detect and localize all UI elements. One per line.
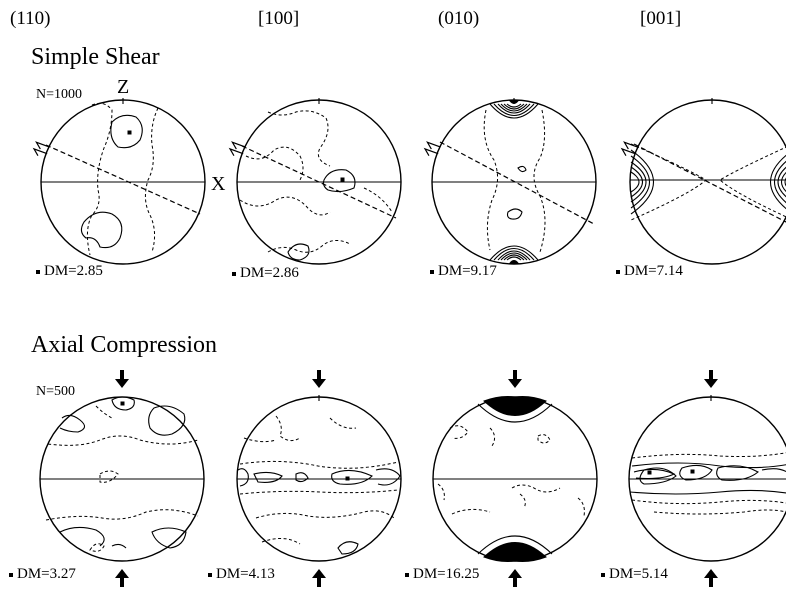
pole-figure-shear-100 <box>227 98 402 265</box>
row-title-axial-compression: Axial Compression <box>31 332 217 358</box>
dm-value: DM=4.13 <box>216 566 275 582</box>
dm-value: DM=7.14 <box>624 263 683 279</box>
pole-figure-compression-110 <box>39 396 205 562</box>
sample-count-label: N=500 <box>36 384 75 399</box>
column-header-100: [100] <box>258 8 299 29</box>
arrow-down-icon <box>115 370 129 388</box>
dm-value: DM=16.25 <box>413 566 479 582</box>
arrow-up-icon <box>115 569 129 587</box>
dm-label-compression-010: DM=16.25 <box>405 566 479 582</box>
dm-value: DM=2.86 <box>240 265 299 281</box>
arrow-down-icon <box>704 370 718 388</box>
pole-figure-shear-110 <box>31 98 206 265</box>
pole-figure-compression-100 <box>236 395 402 562</box>
dm-value: DM=5.14 <box>609 566 668 582</box>
arrow-down-icon <box>312 370 326 388</box>
dm-label-compression-110: DM=3.27 <box>9 566 76 582</box>
sample-count-label: N=1000 <box>36 87 82 102</box>
dm-label-compression-100: DM=4.13 <box>208 566 275 582</box>
pole-figure-compression-001 <box>628 395 786 562</box>
dm-label-shear-001: DM=7.14 <box>616 263 683 279</box>
pole-figure-compression-010 <box>432 396 598 562</box>
arrow-up-icon <box>312 569 326 587</box>
axis-z-label: Z <box>117 76 129 98</box>
column-header-001: [001] <box>640 8 681 29</box>
dm-label-compression-001: DM=5.14 <box>601 566 668 582</box>
column-header-010: (010) <box>438 8 479 29</box>
arrow-down-icon <box>508 370 522 388</box>
dm-label-shear-110: DM=2.85 <box>36 263 103 279</box>
dm-value: DM=2.85 <box>44 263 103 279</box>
arrow-up-icon <box>508 569 522 587</box>
dm-label-shear-100: DM=2.86 <box>232 265 299 281</box>
axis-x-label: X <box>211 173 226 195</box>
arrow-up-icon <box>704 569 718 587</box>
row-title-simple-shear: Simple Shear <box>31 44 160 70</box>
pole-figure-shear-001 <box>619 98 786 265</box>
pole-figure-shear-010 <box>422 98 597 265</box>
dm-value: DM=9.17 <box>438 263 497 279</box>
column-header-110: (110) <box>10 8 50 29</box>
dm-label-shear-010: DM=9.17 <box>430 263 497 279</box>
dm-value: DM=3.27 <box>17 566 76 582</box>
